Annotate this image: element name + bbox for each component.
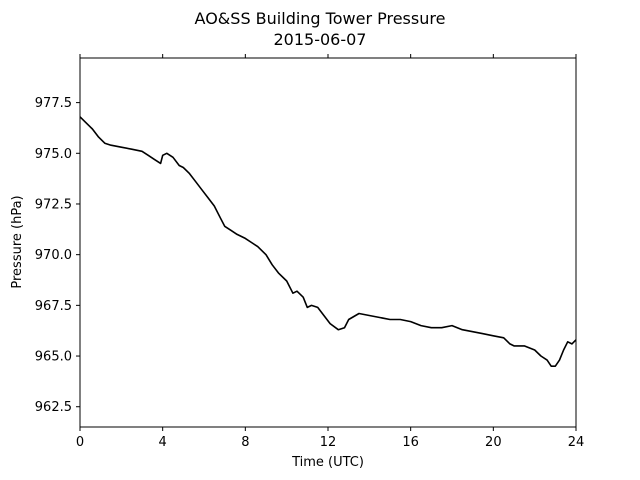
x-tick-label: 0	[76, 435, 84, 450]
x-tick-label: 16	[402, 435, 419, 450]
x-tick-label: 8	[241, 435, 249, 450]
x-tick-label: 20	[485, 435, 502, 450]
x-axis-label: Time (UTC)	[291, 455, 364, 470]
y-tick-label: 970.0	[35, 248, 72, 263]
axis-ticks: 0 4 8 12 16 20 24 962.5 965.0 967.5 970.0 972.5 975.…	[35, 54, 584, 450]
y-tick-label: 965.0	[35, 350, 72, 365]
y-tick-label: 962.5	[35, 400, 72, 415]
pressure-series-line	[79, 116, 577, 368]
y-tick-label: 977.5	[35, 96, 72, 111]
chart-title: AO&SS Building Tower Pressure	[195, 9, 446, 28]
chart-subtitle: 2015-06-07	[274, 30, 367, 49]
x-tick-label: 4	[159, 435, 167, 450]
y-tick-label: 975.0	[35, 147, 72, 162]
x-tick-label: 12	[320, 435, 337, 450]
y-tick-label: 972.5	[35, 197, 72, 212]
plot-frame	[79, 57, 577, 428]
y-axis-label: Pressure (hPa)	[10, 195, 25, 288]
plot-series	[79, 116, 577, 368]
y-tick-label: 967.5	[35, 299, 72, 314]
x-tick-label: 24	[568, 435, 585, 450]
